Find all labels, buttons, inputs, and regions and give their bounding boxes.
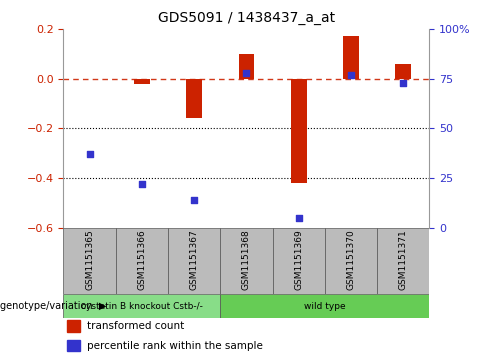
Bar <box>63 294 220 318</box>
Bar <box>220 294 429 318</box>
Text: wild type: wild type <box>304 302 346 311</box>
Text: transformed count: transformed count <box>87 322 184 331</box>
Text: GSM1151370: GSM1151370 <box>346 230 356 290</box>
Point <box>86 151 94 157</box>
Point <box>190 197 198 203</box>
Bar <box>220 228 273 294</box>
Bar <box>186 79 202 118</box>
Bar <box>325 228 377 294</box>
Bar <box>63 228 116 294</box>
Point <box>399 80 407 86</box>
Bar <box>116 228 168 294</box>
Text: genotype/variation  ▶: genotype/variation ▶ <box>0 301 106 311</box>
Bar <box>168 228 220 294</box>
Bar <box>67 340 80 351</box>
Point <box>243 70 250 76</box>
Point <box>138 181 146 187</box>
Text: cystatin B knockout Cstb-/-: cystatin B knockout Cstb-/- <box>81 302 203 311</box>
Title: GDS5091 / 1438437_a_at: GDS5091 / 1438437_a_at <box>158 11 335 25</box>
Text: GSM1151369: GSM1151369 <box>294 230 303 290</box>
Bar <box>67 321 80 332</box>
Text: GSM1151365: GSM1151365 <box>85 230 94 290</box>
Point <box>347 72 355 78</box>
Bar <box>343 37 359 79</box>
Bar <box>273 228 325 294</box>
Bar <box>134 79 150 84</box>
Bar <box>291 79 306 183</box>
Text: GSM1151371: GSM1151371 <box>399 230 408 290</box>
Bar <box>239 54 254 79</box>
Bar <box>377 228 429 294</box>
Text: GSM1151368: GSM1151368 <box>242 230 251 290</box>
Text: GSM1151367: GSM1151367 <box>190 230 199 290</box>
Bar <box>395 64 411 79</box>
Point <box>295 215 303 221</box>
Text: GSM1151366: GSM1151366 <box>137 230 146 290</box>
Text: percentile rank within the sample: percentile rank within the sample <box>87 341 263 351</box>
